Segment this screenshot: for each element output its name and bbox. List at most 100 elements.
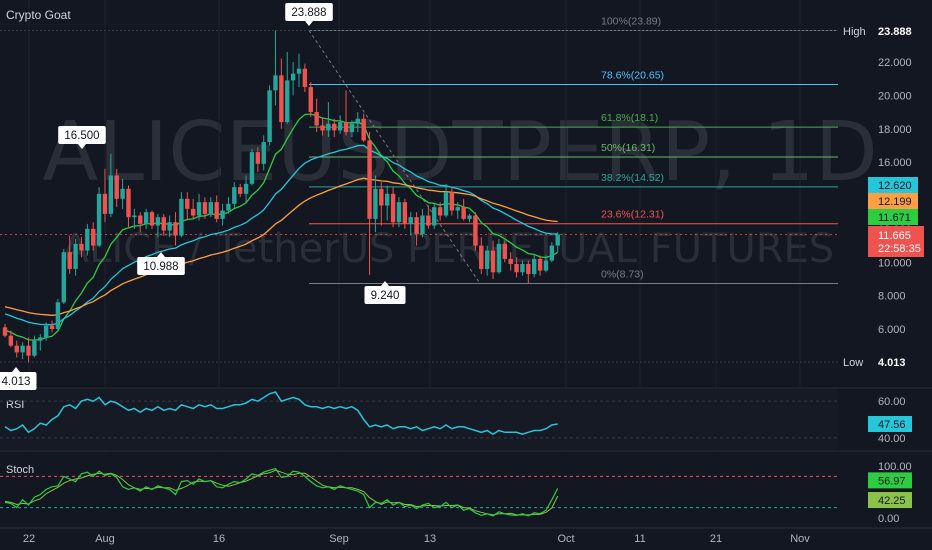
price-callout: 23.888 [285,3,333,26]
callout-box [0,372,37,390]
axis-tag-value: 23.888 [878,26,912,38]
candle-body [102,193,108,214]
time-tick-label: 13 [424,533,436,545]
candle-body [167,222,172,231]
candle-body [461,207,466,219]
candle-body [361,118,366,141]
candle-body [490,250,496,273]
candle-body [243,183,249,194]
stoch-tick-label: 100.00 [878,461,912,473]
watermark-description: ALICE / TetherUS PERPETUAL FUTURES [62,226,834,272]
candle-body [232,187,237,204]
candle-body [385,193,390,206]
stoch-tick-label: 0.00 [878,513,899,525]
callout-pointer [381,281,389,286]
time-tick-label: 21 [710,533,722,545]
candle-body [402,202,408,224]
axis-tag-name: Low [843,357,863,369]
price-tick-label: 6.000 [878,324,906,336]
candle-body [514,263,519,273]
time-tick-label: Nov [790,533,810,545]
axis-tag-name-bg [838,354,868,370]
axis-price-tag [868,209,918,225]
callout-pointer [157,252,165,257]
candle-body [337,122,343,131]
candle-body [367,140,372,219]
candle-body [408,217,413,224]
fib-level-label: 100%(23.89) [601,15,661,27]
candle-body [132,215,137,218]
price-tick-label: 16.000 [878,157,912,169]
candle-body [532,258,537,274]
time-tick-label: 22 [23,533,35,545]
candle-body [526,263,531,274]
candle-body [249,152,255,184]
callout-pointer [305,21,313,26]
candle-body [38,337,43,341]
price-callout: 9.240 [364,281,406,304]
ema-long-line [4,177,558,316]
candle-body [114,175,119,199]
candle-body [155,217,161,226]
candle-body [61,252,66,303]
candle-body [2,327,8,336]
axis-price-tag [868,193,918,209]
price-tick-label: 8.000 [878,291,906,303]
candle-body [96,193,102,246]
candle-body [226,203,231,211]
last-price-tag [868,226,924,257]
candle-body [220,210,225,219]
candle-body [14,345,19,353]
price-axis: 22.00020.00018.00016.00014.00012.00010.0… [23,23,924,545]
candle-body [108,175,114,214]
axis-tag-bg [868,354,918,370]
rsi-pane-bg [0,388,838,450]
candle-body [214,202,219,219]
candle-body [185,198,190,209]
fib-level-label: 0%(8.73) [601,268,644,280]
stoch-d-tag [868,492,912,509]
candle-body [455,207,460,211]
callout-pointer [78,144,86,149]
callout-text: 10.988 [143,261,178,273]
rsi-line [4,391,558,436]
candle-body [91,228,96,246]
time-tick-label: Oct [557,533,574,545]
watermark-symbol: ALICEUSDTPERP, 1D [42,105,877,200]
candle-body [179,198,184,236]
candle-body [420,215,425,234]
callout-box [137,257,185,275]
rsi-title: RSI [6,399,24,411]
candle-body [479,245,484,269]
candle-body [67,252,72,269]
rsi-tick-label: 60.00 [878,396,906,408]
time-tick-label: Aug [95,533,115,545]
price-tick-label: 20.000 [878,90,912,102]
fib-retracement[interactable]: 100%(23.89) 78.6%(20.65) 61.8%(18.1) 50%(16… [0,15,838,363]
candle-body [520,263,525,273]
axis-tag-bg [868,23,918,39]
candle-body [467,215,472,219]
candle-body [473,215,478,246]
candle-body [120,188,125,199]
stoch-title: Stoch [6,464,34,476]
callout-box [364,286,406,304]
candle-body [396,202,402,223]
candle-body [85,228,90,251]
candle-body [202,202,208,214]
candle-body [496,243,502,273]
candle-body [432,207,437,226]
axis-price-tag-text: 12.199 [878,196,912,208]
axis-tag-name: High [843,26,866,38]
callout-pointer [12,367,20,372]
candle-body [543,260,549,271]
last-price-value: 11.665 [878,230,911,242]
axis-price-tag [868,177,918,193]
candle-body [138,215,143,224]
axis-price-tag-text: 11.671 [878,212,911,224]
callout-text: 16.500 [64,130,99,142]
price-callout: 16.500 [58,126,106,149]
candle-body [296,68,302,74]
candle-body [126,188,131,218]
